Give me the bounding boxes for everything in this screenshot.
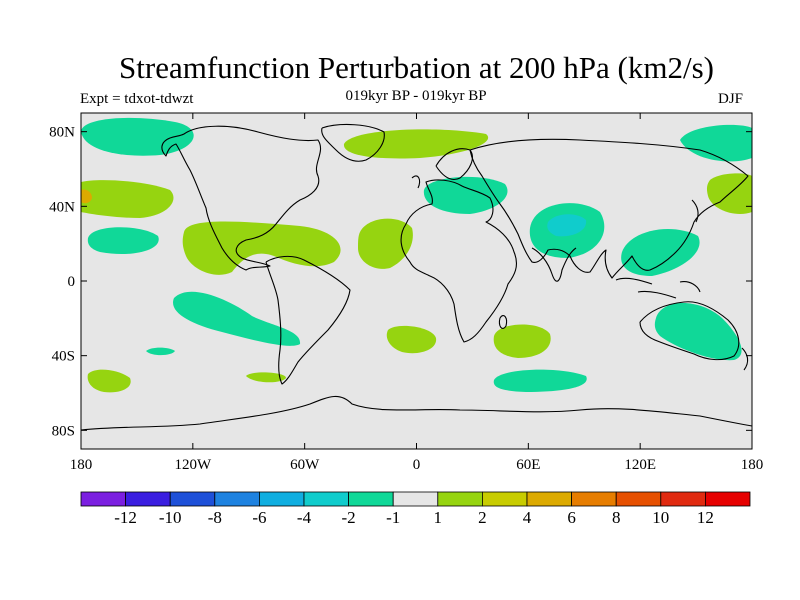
- colorbar-box: [571, 491, 617, 507]
- colorbar: -12 -10 -8 -6 -4 -2 -1 1 2 4 6 8 10 12: [80, 491, 751, 527]
- colorbar-label: 8: [612, 508, 621, 527]
- coast-japan: [691, 199, 699, 223]
- coast-uk: [411, 175, 421, 189]
- lat-tick-label: 80N: [49, 125, 75, 141]
- colorbar-label: 4: [523, 508, 532, 527]
- contour-south-pacific-small: [146, 347, 175, 356]
- lon-tick-label: 60W: [290, 457, 320, 473]
- contour-australia: [654, 303, 742, 361]
- lon-tick-label: 180: [70, 457, 93, 473]
- contour-europe: [423, 176, 508, 214]
- coast-north-america: [161, 125, 322, 271]
- coast-south-america: [265, 255, 351, 385]
- lon-tick-label: 60E: [516, 457, 540, 473]
- colorbar-box: [125, 491, 171, 507]
- contour-asia-core: [547, 214, 587, 237]
- coast-greenland: [321, 124, 385, 162]
- contour-south-america-tip: [246, 372, 286, 383]
- map-background: [81, 113, 752, 449]
- colorbar-box: [303, 491, 349, 507]
- contour-arctic-west: [81, 117, 194, 156]
- experiment-label: Expt = tdxot-tdwzt: [80, 91, 194, 107]
- colorbar-label: 1: [434, 508, 443, 527]
- coast-scandinavia: [435, 148, 473, 181]
- contour-arctic-east: [680, 124, 752, 162]
- colorbar-label: 2: [478, 508, 487, 527]
- latitude-axis: 80N 40N 0 40S 80S: [49, 125, 752, 439]
- colorbar-label: -8: [208, 508, 222, 527]
- colorbar-label: -1: [386, 508, 400, 527]
- coast-new-zealand: [741, 347, 749, 371]
- colorbar-box: [258, 491, 305, 507]
- colorbar-box: [392, 491, 439, 507]
- colorbar-label: 10: [652, 508, 669, 527]
- lat-tick-label: 40N: [49, 199, 75, 215]
- contour-western-pacific: [621, 229, 700, 276]
- coast-indonesia: [615, 277, 701, 299]
- colorbar-box: [660, 491, 706, 507]
- period-label: 019kyr BP - 019kyr BP: [345, 88, 487, 104]
- colorbar-label: 6: [567, 508, 576, 527]
- colorbar-box: [705, 491, 751, 507]
- colorbar-box: [169, 491, 216, 507]
- colorbar-label: 12: [697, 508, 714, 527]
- colorbar-box: [214, 491, 260, 507]
- colorbar-box: [80, 491, 126, 507]
- coast-india: [531, 247, 577, 282]
- coastlines: [81, 124, 752, 431]
- coast-antarctica: [81, 395, 752, 431]
- contour-south-pacific-west: [87, 369, 131, 393]
- colorbar-box: [348, 491, 394, 507]
- lon-tick-label: 0: [413, 457, 421, 473]
- colorbar-label: -2: [342, 508, 356, 527]
- colorbar-box: [526, 491, 572, 507]
- lat-tick-label: 40S: [52, 349, 75, 365]
- season-label: DJF: [718, 91, 744, 107]
- colorbar-box: [615, 491, 662, 507]
- contour-southern-ocean: [493, 324, 551, 358]
- coast-australia: [639, 301, 740, 361]
- lat-tick-label: 0: [68, 274, 76, 290]
- lon-tick-label: 120W: [174, 457, 212, 473]
- longitude-axis: 180 120W 60W 0 60E 120E 180: [70, 113, 764, 473]
- coast-europe-africa: [400, 179, 517, 343]
- lon-tick-label: 180: [741, 457, 764, 473]
- contour-central-pacific-north: [87, 227, 159, 255]
- coast-asia: [469, 138, 749, 279]
- colorbar-label: -4: [297, 508, 312, 527]
- colorbar-box: [437, 491, 483, 507]
- contour-south-pacific-band: [173, 291, 301, 346]
- lon-tick-label: 120E: [624, 457, 656, 473]
- lat-tick-label: 80S: [52, 423, 75, 439]
- plot-title: Streamfunction Perturbation at 200 hPa (…: [119, 50, 714, 85]
- coast-madagascar: [498, 315, 508, 329]
- colorbar-label: -12: [114, 508, 137, 527]
- colorbar-label: -10: [159, 508, 182, 527]
- contour-atlantic: [358, 218, 413, 269]
- contour-north-pacific-max: [81, 189, 92, 204]
- colorbar-box: [481, 491, 528, 507]
- contour-south-atlantic: [386, 325, 437, 354]
- contour-north-pacific: [81, 180, 174, 218]
- contour-fills: [81, 117, 752, 393]
- colorbar-label: -6: [252, 508, 266, 527]
- contour-central-america: [182, 221, 341, 275]
- contour-southern-indian: [493, 369, 587, 392]
